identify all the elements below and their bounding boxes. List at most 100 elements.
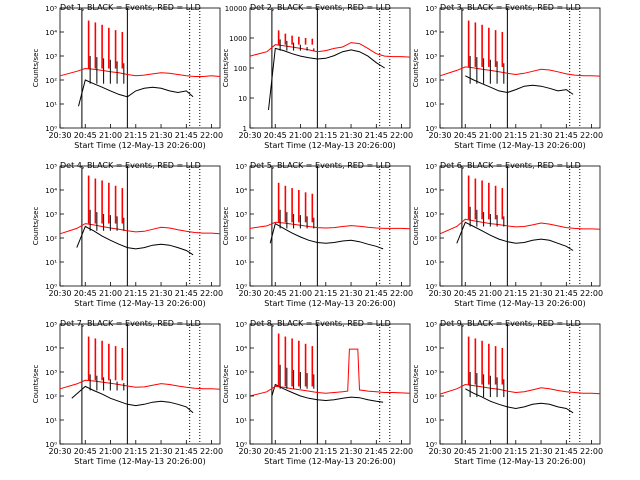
x-tick-label: 22:00 (200, 447, 223, 456)
x-tick-label: 20:30 (48, 447, 71, 456)
y-tick-label: 10⁴ (425, 345, 437, 353)
y-tick-label: 10⁴ (425, 187, 437, 195)
y-tick-label: 10² (425, 393, 437, 401)
y-axis-label: Counts/sec (412, 49, 420, 88)
x-tick-label: 22:00 (390, 447, 413, 456)
detector-panel-9: 20:30 20:45 21:00 21:15 21:30 21:45 22:00 10⁰ 10… (412, 319, 603, 466)
y-tick-label: 10³ (235, 211, 247, 219)
x-tick-label: 20:45 (264, 131, 287, 140)
y-tick-label: 10⁴ (45, 345, 57, 353)
panel-title: Det 4, BLACK = Events, RED = LLD (60, 161, 201, 170)
y-axis-label: Counts/sec (32, 365, 40, 404)
y-tick-label: 1 (243, 125, 247, 133)
y-tick-label: 10⁵ (235, 321, 247, 329)
x-tick-label: 21:30 (530, 289, 553, 298)
y-tick-label: 10⁵ (425, 321, 437, 329)
y-tick-label: 10⁴ (235, 345, 247, 353)
lld-series-line (59, 223, 221, 235)
x-axis-label: Start Time (12-May-13 20:26:00) (74, 299, 205, 308)
x-tick-label: 21:45 (175, 131, 198, 140)
x-tick-label: 22:00 (580, 447, 603, 456)
y-tick-label: 10⁰ (45, 441, 57, 449)
x-tick-label: 21:15 (504, 131, 527, 140)
y-axis-label: Counts/sec (222, 49, 230, 88)
x-tick-label: 20:30 (238, 131, 261, 140)
plot-frame (59, 323, 221, 445)
detector-panel-7: 20:30 20:45 21:00 21:15 21:30 21:45 22:00 10⁰ 10… (32, 319, 223, 466)
y-tick-label: 10² (235, 393, 247, 401)
y-tick-label: 10¹ (425, 259, 437, 267)
x-tick-label: 21:30 (340, 447, 363, 456)
x-tick-label: 21:15 (504, 289, 527, 298)
panel-title: Det 2, BLACK = Events, RED = LLD (250, 3, 391, 12)
plot-frame (249, 165, 411, 287)
y-tick-label: 10¹ (235, 417, 247, 425)
y-tick-label: 10³ (425, 53, 437, 61)
detector-panel-4: 20:30 20:45 21:00 21:15 21:30 21:45 22:00 10⁰ 10… (32, 161, 223, 308)
x-tick-label: 21:45 (555, 447, 578, 456)
panel-title: Det 8, BLACK = Events, RED = LLD (250, 319, 391, 328)
y-tick-label: 10¹ (45, 101, 57, 109)
x-tick-label: 21:00 (99, 131, 122, 140)
y-tick-label: 10⁴ (45, 187, 57, 195)
x-tick-label: 21:45 (555, 289, 578, 298)
plot-frame (249, 323, 411, 445)
panel-title: Det 1, BLACK = Events, RED = LLD (60, 3, 201, 12)
y-tick-label: 10² (425, 77, 437, 85)
y-tick-label: 10¹ (45, 417, 57, 425)
y-tick-label: 10 (238, 95, 247, 103)
y-tick-label: 10⁵ (45, 321, 57, 329)
x-tick-label: 21:45 (365, 289, 388, 298)
x-tick-label: 21:45 (365, 131, 388, 140)
x-tick-label: 21:45 (555, 131, 578, 140)
x-tick-label: 21:00 (289, 131, 312, 140)
x-tick-label: 21:00 (99, 289, 122, 298)
x-axis-label: Start Time (12-May-13 20:26:00) (264, 299, 395, 308)
x-axis-label: Start Time (12-May-13 20:26:00) (264, 457, 395, 466)
x-tick-label: 21:45 (365, 447, 388, 456)
x-tick-label: 20:30 (48, 289, 71, 298)
x-tick-label: 20:45 (454, 447, 477, 456)
x-tick-label: 21:00 (289, 447, 312, 456)
y-tick-label: 10⁵ (235, 163, 247, 171)
detector-panel-3: 20:30 20:45 21:00 21:15 21:30 21:45 22:00 10⁰ 10… (412, 3, 603, 150)
y-tick-label: 10¹ (45, 259, 57, 267)
lld-series-line (249, 42, 411, 58)
y-tick-label: 10⁰ (45, 125, 57, 133)
y-axis-label: Counts/sec (412, 365, 420, 404)
x-tick-label: 20:45 (454, 131, 477, 140)
y-axis-label: Counts/sec (222, 207, 230, 246)
panel-title: Det 5, BLACK = Events, RED = LLD (250, 161, 391, 170)
plot-frame (439, 7, 601, 129)
y-tick-label: 10³ (45, 53, 57, 61)
x-tick-label: 20:30 (238, 447, 261, 456)
events-series-line (465, 388, 574, 414)
y-tick-label: 10⁵ (45, 5, 57, 13)
lld-series-line (249, 221, 411, 230)
plot-frame (439, 165, 601, 287)
x-tick-label: 21:00 (289, 289, 312, 298)
x-tick-label: 21:15 (124, 289, 147, 298)
detector-panel-8: 20:30 20:45 21:00 21:15 21:30 21:45 22:00 10⁰ 10… (222, 319, 413, 466)
y-tick-label: 10² (425, 235, 437, 243)
y-tick-label: 10⁰ (425, 125, 437, 133)
y-tick-label: 10⁰ (235, 441, 247, 449)
y-tick-label: 10000 (225, 5, 247, 13)
x-tick-label: 21:15 (314, 447, 337, 456)
x-tick-label: 21:15 (314, 131, 337, 140)
panel-title: Det 6, BLACK = Events, RED = LLD (440, 161, 581, 170)
x-tick-label: 20:45 (454, 289, 477, 298)
x-tick-label: 20:45 (74, 289, 97, 298)
x-axis-label: Start Time (12-May-13 20:26:00) (454, 457, 585, 466)
y-tick-label: 10² (45, 393, 57, 401)
lld-series-line (439, 66, 601, 77)
x-tick-label: 21:30 (530, 447, 553, 456)
events-series-line (465, 75, 574, 95)
x-tick-label: 20:45 (74, 131, 97, 140)
plot-frame (249, 7, 411, 129)
x-tick-label: 22:00 (580, 131, 603, 140)
x-tick-label: 21:15 (504, 447, 527, 456)
y-tick-label: 10² (45, 235, 57, 243)
x-axis-label: Start Time (12-May-13 20:26:00) (264, 141, 395, 150)
x-tick-label: 20:45 (264, 289, 287, 298)
